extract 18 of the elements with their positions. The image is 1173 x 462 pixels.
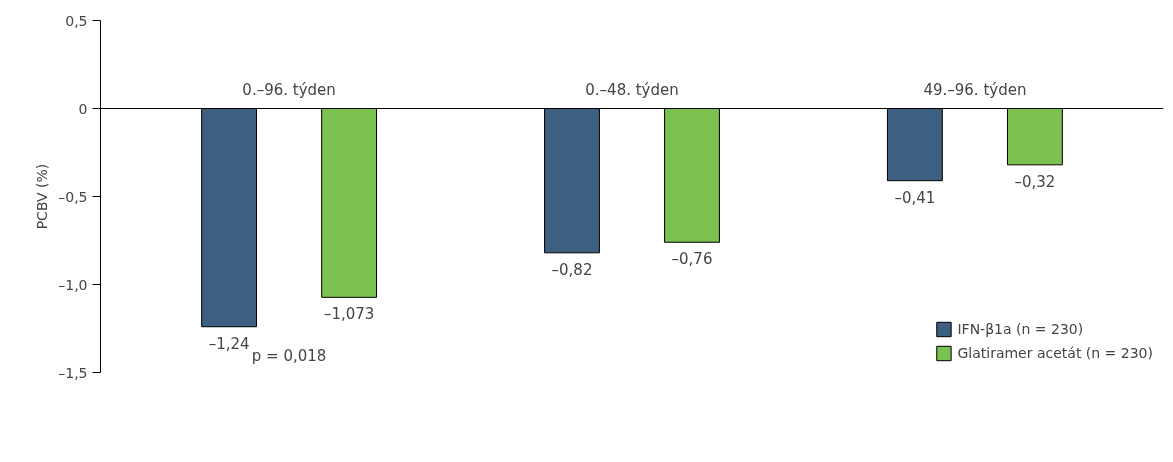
legend-label: IFN-β1a (n = 230)	[957, 321, 1084, 337]
x-tick-label: 0.–48. týden	[585, 80, 679, 99]
y-tick-label: –0,5	[58, 188, 88, 205]
data-label: –0,76	[671, 250, 713, 269]
y-tick-label: 0	[78, 100, 88, 117]
x-tick-label: 0.–96. týden	[242, 80, 336, 99]
y-axis-title: PCBV (%)	[34, 163, 51, 230]
legend-label: Glatiramer acetát (n = 230)	[957, 345, 1153, 361]
annotation: p = 0,018	[251, 346, 327, 365]
data-label: –0,41	[894, 188, 936, 207]
x-tick-label: 49.–96. týden	[923, 80, 1027, 99]
data-label: –0,82	[551, 260, 593, 279]
y-tick-label: 0,5	[65, 12, 88, 29]
data-label: –1,24	[208, 334, 250, 353]
y-tick-label: –1,5	[58, 364, 88, 381]
data-label: –0,32	[1014, 172, 1056, 191]
data-label: –1,073	[323, 305, 375, 324]
y-tick-label: –1,0	[58, 276, 88, 293]
